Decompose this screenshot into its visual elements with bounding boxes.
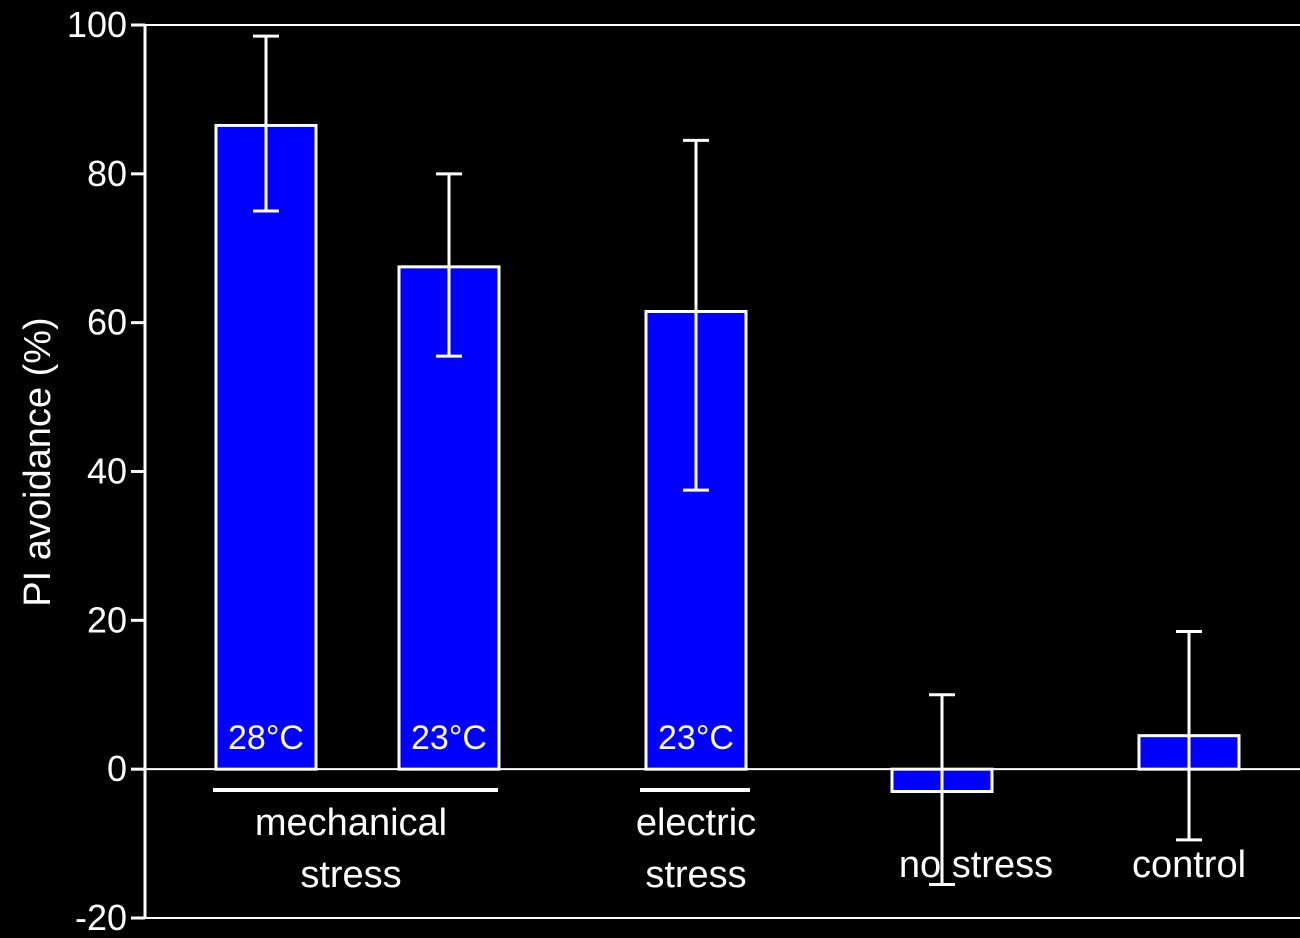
category-label: mechanical: [255, 802, 447, 844]
y-tick-label: 20: [87, 599, 127, 640]
y-tick-label: 80: [87, 153, 127, 194]
axes: -20 0 20 40 60 80 100: [67, 4, 1300, 938]
category-label: electric: [636, 802, 756, 844]
y-tick-label: 100: [67, 4, 127, 45]
y-axis-title: PI avoidance (%): [17, 317, 59, 606]
bar-inner-label: 28°C: [228, 719, 304, 757]
y-tick-label: 40: [87, 451, 127, 492]
labels: mechanical stress electric stress no stress c…: [213, 788, 1246, 896]
category-label: stress: [300, 854, 401, 896]
y-tick-label: -20: [75, 897, 127, 938]
category-label: stress: [645, 854, 746, 896]
bar-inner-label: 23°C: [658, 719, 734, 757]
y-tick-label: 0: [107, 748, 127, 789]
bar: [214, 123, 318, 771]
category-label: control: [1132, 844, 1246, 886]
y-tick-label: 60: [87, 302, 127, 343]
bars: 28°C 23°C 23°C: [214, 34, 1241, 887]
bar-inner-label: 23°C: [411, 719, 487, 757]
category-label: no stress: [899, 844, 1053, 886]
